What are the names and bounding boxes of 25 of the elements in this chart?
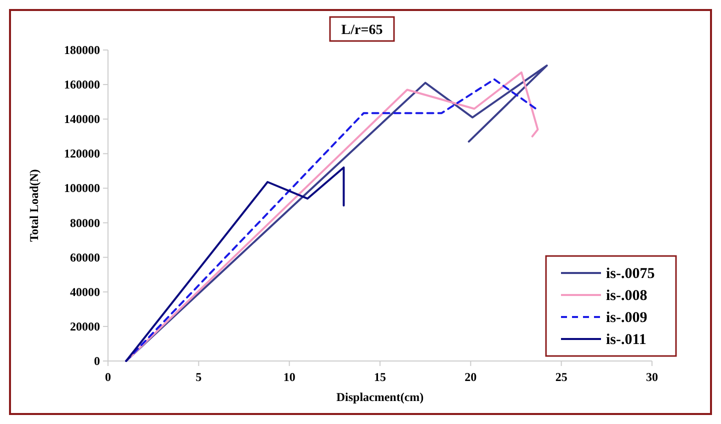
- y-tick-label: 40000: [70, 284, 100, 299]
- y-tick-label: 140000: [64, 112, 100, 126]
- legend-label: is-.011: [606, 332, 646, 348]
- x-tick-label: 20: [464, 370, 477, 384]
- x-tick-label: 25: [555, 370, 568, 384]
- x-axis-title: Displacment(cm): [336, 390, 424, 404]
- x-tick-label: 0: [105, 370, 111, 384]
- y-tick-label: 120000: [64, 146, 100, 161]
- y-tick-label: 80000: [70, 216, 100, 230]
- x-tick-label: 15: [374, 370, 386, 384]
- y-tick-label: 180000: [64, 43, 100, 57]
- x-tick-label: 10: [283, 370, 296, 384]
- legend-label: is-.0075: [606, 266, 655, 282]
- x-tick-label: 5: [196, 370, 202, 384]
- chart-title: L/r=65: [341, 23, 383, 38]
- y-tick-label: 160000: [64, 78, 100, 92]
- line-series: [125, 166, 345, 362]
- y-tick-label: 100000: [64, 181, 100, 196]
- legend-label: is-.009: [606, 310, 648, 326]
- legend-label: is-.008: [606, 288, 648, 304]
- x-tick-label: 30: [646, 370, 658, 384]
- y-tick-label: 20000: [70, 319, 100, 334]
- y-tick-label: 60000: [70, 250, 100, 264]
- y-axis-title: Total Load(N): [27, 169, 41, 242]
- y-tick-label: 0: [94, 354, 100, 368]
